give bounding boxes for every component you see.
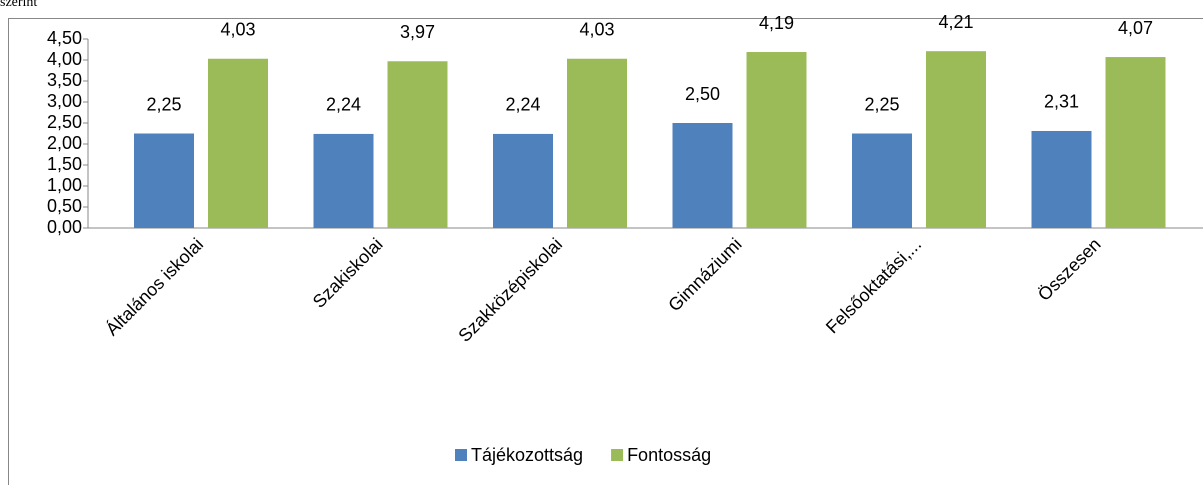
value-label: 2,24 <box>326 95 361 115</box>
x-tick-label: Általános iskolai <box>102 234 207 339</box>
value-label: 2,31 <box>1044 92 1079 112</box>
x-tick-label: Gimnáziumi <box>664 234 745 315</box>
caption: szerint <box>0 0 37 10</box>
y-tick-label: 0,50 <box>47 196 82 216</box>
x-tick-label: Szakiskolai <box>309 234 387 312</box>
x-tick-label: Szakközépiskolai <box>454 234 566 346</box>
value-label: 4,07 <box>1118 18 1153 38</box>
x-tick-label: Felsőoktatási,... <box>822 234 925 337</box>
y-tick-label: 2,50 <box>47 112 82 132</box>
value-label: 4,19 <box>759 13 794 33</box>
bar <box>493 133 553 228</box>
bar <box>852 133 912 228</box>
legend-swatch <box>611 449 624 461</box>
legend-label: Fontosság <box>627 445 711 465</box>
y-tick-label: 3,50 <box>47 70 82 90</box>
bar <box>1105 57 1166 229</box>
bar <box>208 58 268 228</box>
x-tick-label: Összesen <box>1034 234 1105 305</box>
value-label: 3,97 <box>400 22 435 42</box>
value-label: 4,21 <box>938 12 973 32</box>
y-tick-label: 0,00 <box>47 217 82 237</box>
bar <box>134 133 194 228</box>
y-tick-label: 4,50 <box>47 28 82 48</box>
y-tick-label: 1,50 <box>47 154 82 174</box>
bar <box>1031 130 1092 228</box>
value-label: 2,24 <box>505 95 540 115</box>
bar <box>926 51 986 229</box>
y-tick-label: 1,00 <box>47 175 82 195</box>
y-tick-label: 4,00 <box>47 49 82 69</box>
y-tick-label: 3,00 <box>47 91 82 111</box>
bar <box>672 123 733 228</box>
bar <box>746 52 807 228</box>
value-label: 4,03 <box>220 19 255 39</box>
bar <box>387 61 448 229</box>
legend-swatch <box>455 449 467 461</box>
y-tick-label: 2,00 <box>47 133 82 153</box>
value-label: 2,25 <box>864 94 899 114</box>
value-label: 4,03 <box>579 19 614 39</box>
value-label: 2,50 <box>685 84 720 104</box>
value-label: 2,25 <box>146 94 181 114</box>
bar <box>567 58 627 228</box>
legend-label: Tájékozottság <box>471 445 583 465</box>
chart-frame <box>8 18 1203 485</box>
bar <box>313 133 374 228</box>
